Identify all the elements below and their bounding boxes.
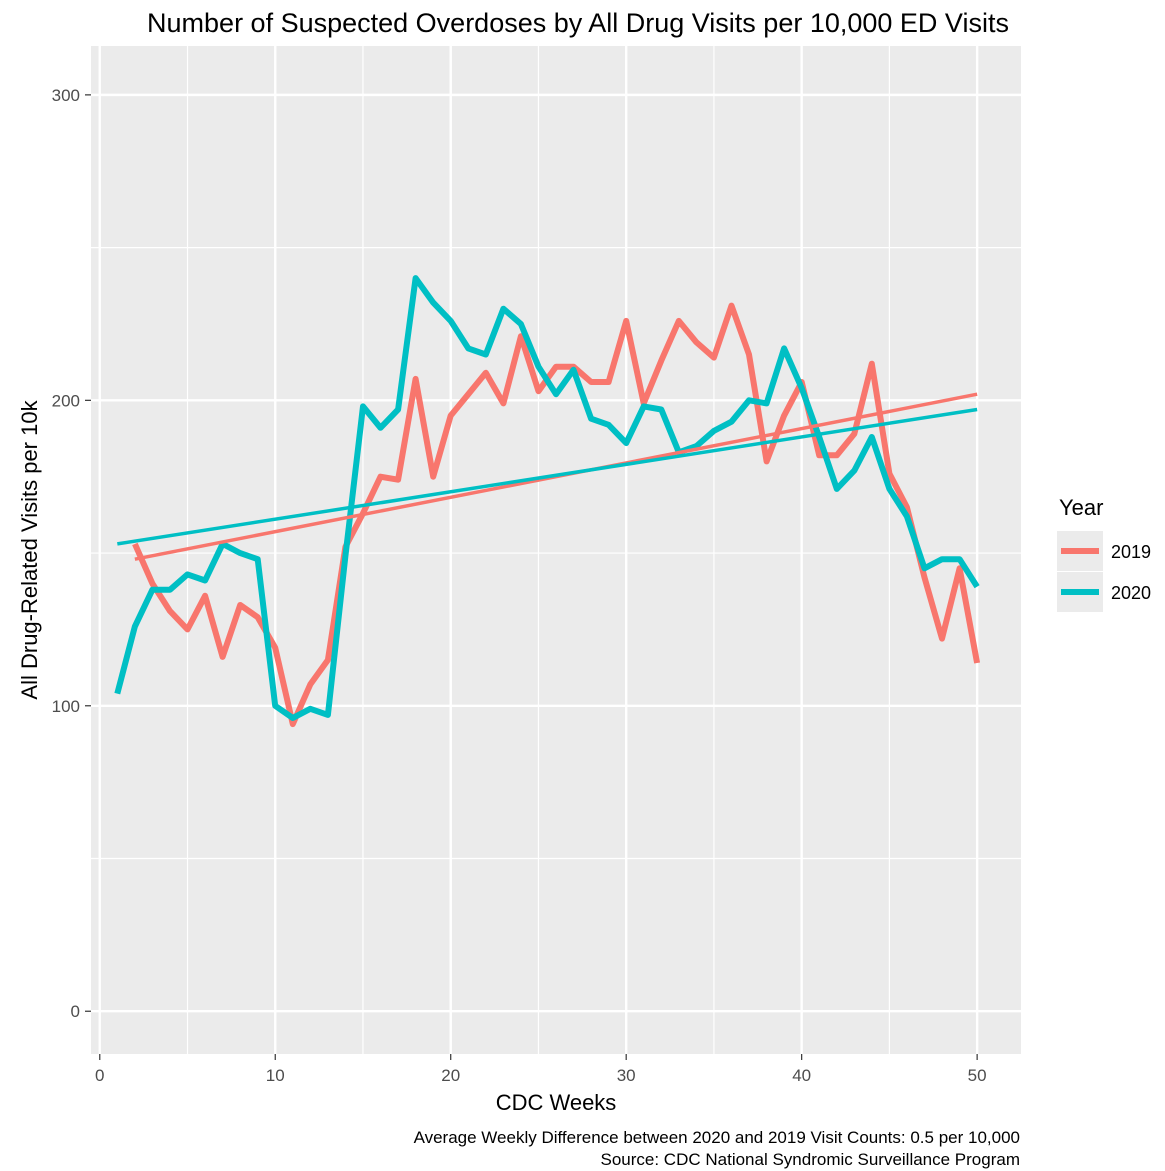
legend-items: 2019 2020: [1057, 531, 1151, 612]
y-tick-label: 200: [52, 391, 80, 410]
series-line-2020: [114, 275, 980, 721]
chart-title: Number of Suspected Overdoses by All Dru…: [147, 8, 1009, 38]
legend-label-2020: 2020: [1111, 583, 1151, 603]
axis-ticks: 0 10 20 30 40 50 0 100 200 300: [52, 86, 987, 1085]
caption-difference: Average Weekly Difference between 2020 a…: [414, 1128, 1020, 1147]
series-lines: [114, 275, 981, 728]
legend-label-2019: 2019: [1111, 542, 1151, 562]
x-tick-label: 30: [617, 1066, 636, 1085]
plot-panel: [91, 46, 1021, 1054]
x-axis-title: CDC Weeks: [496, 1090, 617, 1115]
x-tick-label: 10: [266, 1066, 285, 1085]
y-tick-label: 300: [52, 86, 80, 105]
series-line-2019: [132, 302, 981, 728]
x-tick-label: 20: [441, 1066, 460, 1085]
trend-line-2020: [117, 407, 978, 546]
legend-title: Year: [1059, 495, 1103, 520]
x-tick-label: 0: [95, 1066, 104, 1085]
legend: Year 2019 2020: [1057, 495, 1151, 612]
caption-source: Source: CDC National Syndromic Surveilla…: [601, 1150, 1021, 1169]
gridlines: [91, 46, 1021, 1054]
y-axis-title: All Drug-Related Visits per 10k: [17, 399, 42, 699]
y-tick-label: 100: [52, 697, 80, 716]
x-tick-label: 40: [792, 1066, 811, 1085]
y-tick-label: 0: [71, 1002, 80, 1021]
x-tick-label: 50: [968, 1066, 987, 1085]
